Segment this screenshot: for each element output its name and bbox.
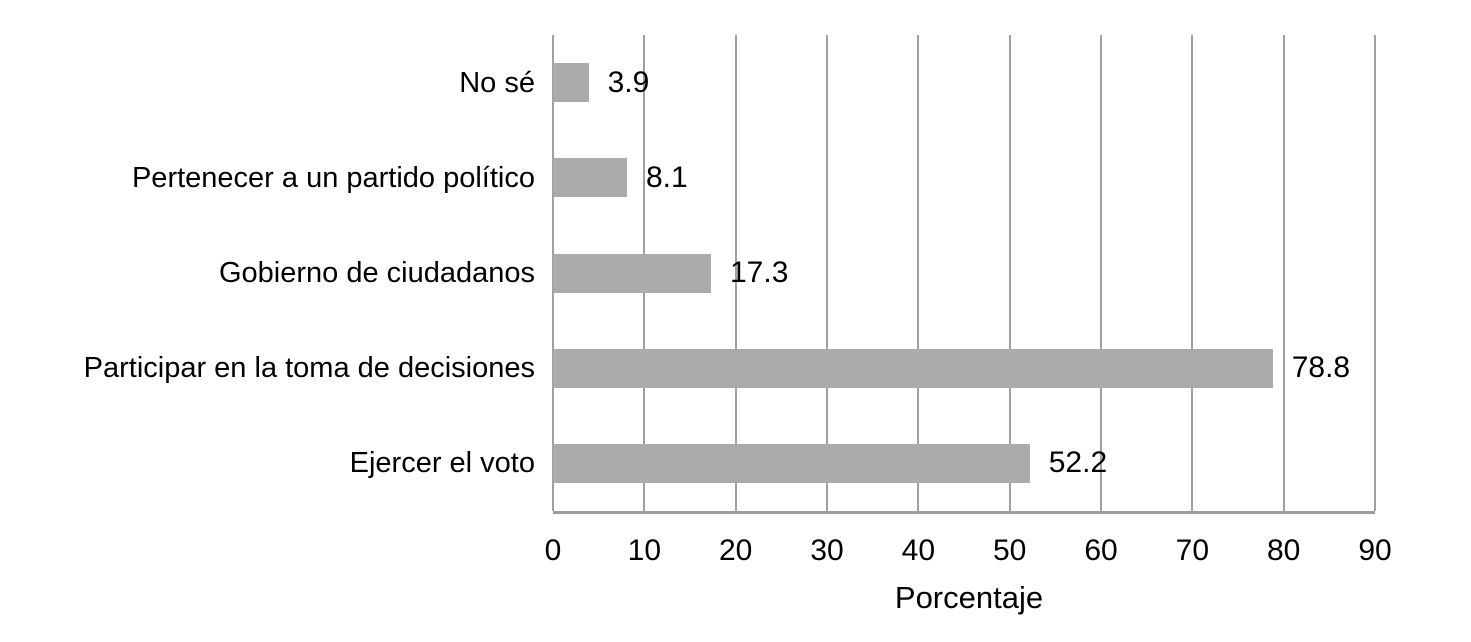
x-tick-label: 60: [1084, 534, 1118, 567]
x-tick-label: 50: [992, 534, 1027, 567]
x-tick-label: 90: [1358, 534, 1392, 567]
x-axis-title: Porcentaje: [894, 580, 1044, 615]
value-label: 17.3: [730, 256, 789, 289]
category-label: Ejercer el voto: [349, 447, 535, 480]
x-tick-label: 80: [1266, 534, 1301, 567]
x-tick-label: 0: [544, 534, 562, 567]
gridline: [734, 35, 737, 511]
gridline: [1191, 35, 1194, 511]
value-label: 52.2: [1048, 446, 1108, 480]
gridline: [826, 35, 828, 511]
bar: [553, 443, 1030, 483]
gridline: [1282, 35, 1285, 511]
gridline: [917, 35, 920, 511]
bar: [553, 348, 1273, 388]
bar: [553, 63, 589, 103]
gridline: [1374, 35, 1376, 511]
value-label: 8.1: [645, 160, 688, 194]
gridline: [1008, 35, 1011, 511]
value-label: 3.9: [607, 65, 650, 99]
gridline: [1100, 35, 1102, 511]
category-label: Gobierno de ciudadanos: [218, 257, 535, 289]
category-label: No sé: [459, 66, 535, 99]
category-label: Participar en la toma de decisiones: [83, 352, 535, 385]
x-tick-label: 30: [810, 534, 844, 567]
x-tick-label: 70: [1175, 534, 1210, 567]
bar: [553, 158, 627, 198]
bar: [553, 253, 711, 293]
value-label: 78.8: [1291, 351, 1351, 385]
x-tick-label: 20: [718, 534, 753, 567]
x-tick-label: 10: [627, 534, 662, 567]
category-label: Pertenecer a un partido político: [131, 161, 535, 194]
plot-area: [552, 35, 1376, 514]
x-tick-label: 40: [901, 534, 936, 567]
